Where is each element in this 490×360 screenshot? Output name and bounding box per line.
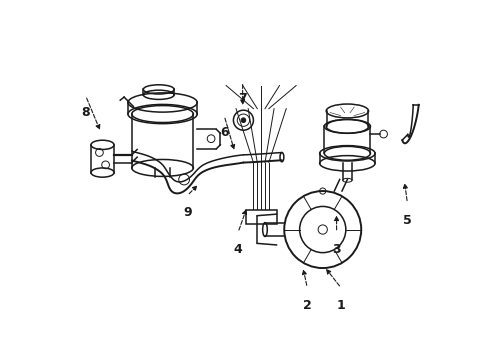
Text: 6: 6: [220, 126, 228, 139]
Text: 9: 9: [183, 206, 192, 220]
Text: 7: 7: [238, 93, 247, 105]
Text: 8: 8: [81, 106, 90, 119]
Text: 2: 2: [303, 299, 312, 312]
Text: 4: 4: [234, 243, 243, 256]
Text: 5: 5: [403, 214, 412, 227]
Text: 1: 1: [337, 299, 345, 312]
Circle shape: [241, 118, 245, 122]
Text: 3: 3: [332, 243, 341, 256]
